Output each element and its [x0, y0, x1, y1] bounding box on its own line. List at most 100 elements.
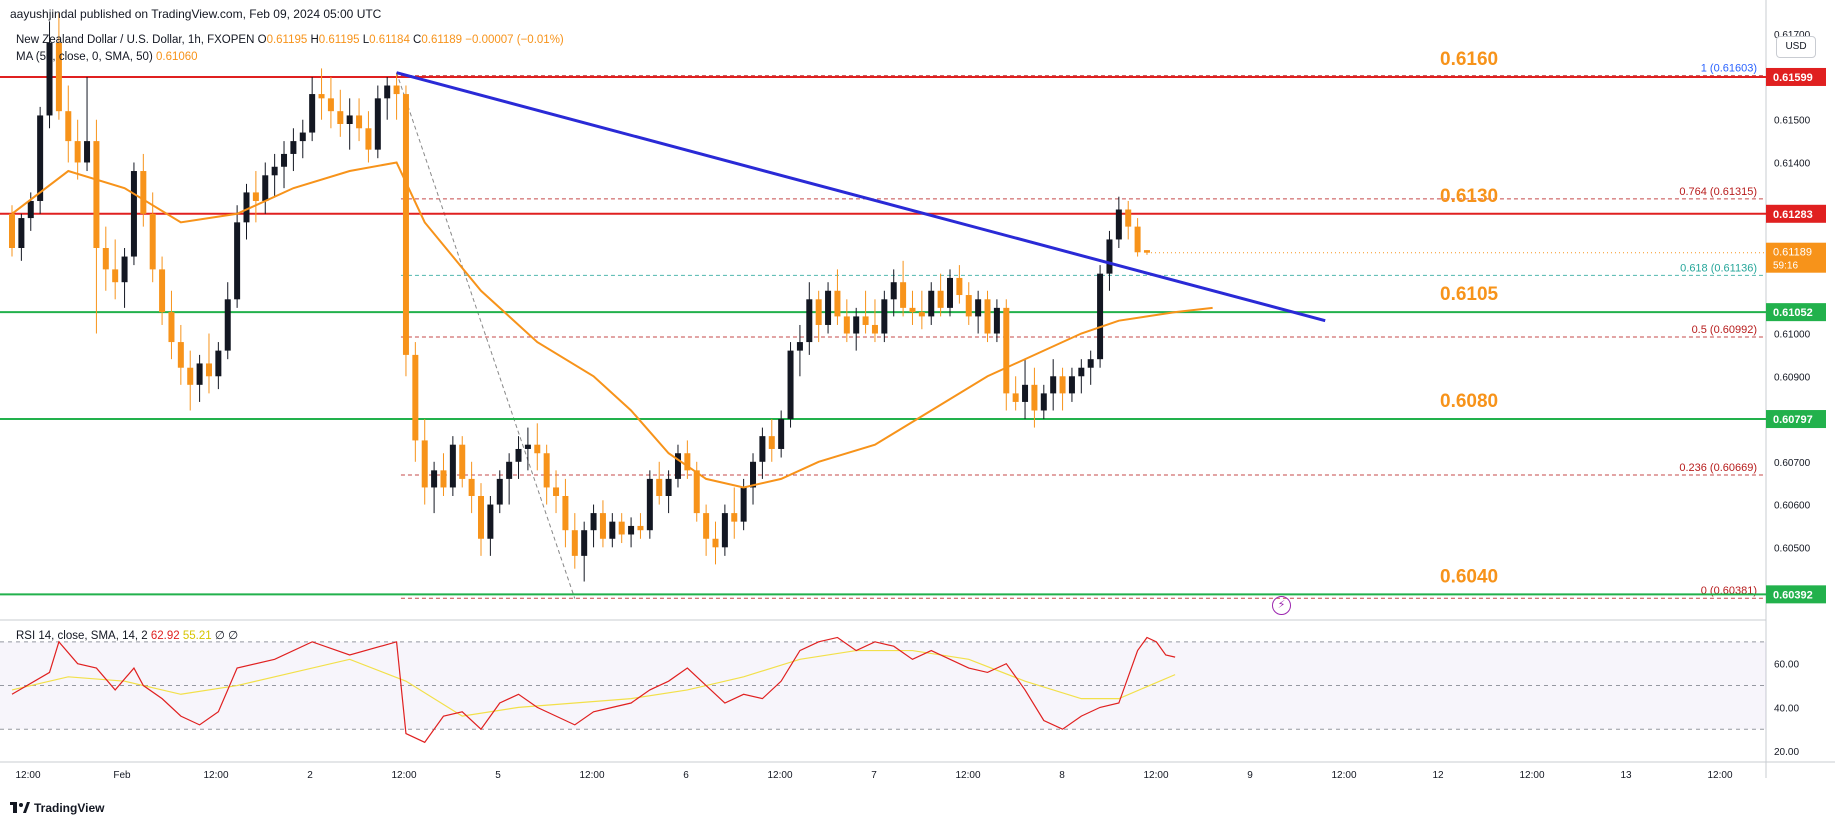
lightning-icon[interactable]: ⚡: [1272, 596, 1291, 615]
candle-body-65: [618, 521, 625, 535]
bearish-trendline: [396, 71, 1326, 323]
price-tick-1: 0.61500: [1774, 116, 1811, 127]
candle-body-36: [346, 115, 353, 124]
price-tag-label-2: 0.61052: [1773, 307, 1813, 319]
candle-body-17: [168, 312, 175, 343]
candle-body-52: [496, 478, 503, 505]
time-tick-14: 12:00: [1331, 770, 1356, 781]
candle-body-24: [234, 222, 241, 300]
price-tick-2: 0.61400: [1774, 158, 1811, 169]
trendline[interactable]: [396, 71, 1326, 323]
rsi-legend[interactable]: RSI 14, close, SMA, 14, 2 62.92 55.21 ∅ …: [16, 628, 238, 642]
candle-body-76: [721, 513, 728, 548]
price-tag-2: [1766, 303, 1826, 322]
price-tag-label-4: 0.60392: [1773, 589, 1813, 601]
candle-body-1: [18, 218, 25, 248]
candle-body-83: [787, 350, 794, 420]
candle-body-84: [796, 342, 803, 351]
time-tick-2: 12:00: [203, 770, 228, 781]
candle-body-107: [1012, 393, 1019, 402]
fib-level-label-0: 1 (0.61603): [1701, 63, 1757, 75]
candle-body-12: [121, 256, 128, 283]
candle-body-44: [421, 440, 428, 488]
symbol-legend[interactable]: New Zealand Dollar / U.S. Dollar, 1h, FX…: [16, 34, 564, 46]
fib-level-label-5: 0 (0.60381): [1701, 585, 1757, 597]
candle-body-29: [281, 153, 288, 167]
candle-body-42: [402, 94, 409, 355]
ma-legend[interactable]: MA (50, close, 0, SMA, 50) 0.61060: [16, 51, 198, 63]
candle-body-58: [553, 487, 560, 496]
candle-body-4: [46, 42, 53, 116]
publisher-line: aayushjindal published on TradingView.co…: [10, 7, 382, 21]
candle-body-14: [140, 171, 147, 214]
key-level-label-4: 0.6040: [1440, 566, 1498, 587]
candle-body-31: [299, 132, 306, 142]
key-level-label-2: 0.6105: [1440, 284, 1499, 305]
price-tick-0: 0.61700: [1774, 30, 1811, 41]
candle-body-0: [9, 213, 15, 248]
candle-body-62: [590, 513, 597, 531]
price-tag-3: [1766, 410, 1826, 429]
price-tick-4: 0.60900: [1774, 372, 1811, 383]
candle-body-112: [1059, 376, 1066, 394]
currency-button[interactable]: USD: [1776, 36, 1816, 58]
candle-body-71: [674, 453, 681, 479]
candlesticks: 0.61189 59:16: [9, 12, 1826, 582]
rsi-pane[interactable]: [0, 636, 1766, 744]
candle-body-43: [412, 354, 419, 441]
key-level-label-3: 0.6080: [1440, 391, 1498, 412]
axes[interactable]: 0.61700 0.61500 0.61400 0.61000 0.60900 0.607…: [15, 30, 1810, 781]
ma-value: 0.61060: [155, 51, 198, 63]
candle-body-117: [1106, 239, 1113, 274]
time-tick-15: 12: [1432, 770, 1444, 781]
price-tick-7: 0.60500: [1774, 543, 1811, 554]
candle-body-11: [112, 269, 119, 283]
tradingview-icon: [10, 802, 30, 813]
candle-body-63: [599, 513, 606, 539]
rsi-tick-0: 60.00: [1774, 660, 1799, 671]
candle-body-88: [834, 290, 841, 317]
candle-body-69: [656, 478, 663, 496]
candle-body-9: [93, 141, 100, 248]
candle-body-51: [487, 504, 494, 539]
rsi-extra: ∅ ∅: [214, 630, 239, 642]
ohlc-open-value: 0.61195: [266, 34, 308, 46]
candle-body-90: [853, 316, 860, 334]
key-level-label-0: 0.6160: [1440, 49, 1498, 70]
current-price-value: 0.61189: [1773, 247, 1812, 259]
candle-body-38: [365, 128, 372, 150]
time-tick-13: 9: [1247, 770, 1253, 781]
candle-body-93: [881, 299, 888, 334]
key-levels[interactable]: 0.6160 0.61599 0.6130 0.61283 0.6105 0.61052 0…: [0, 49, 1826, 604]
candle-body-2: [27, 200, 34, 219]
candle-body-34: [327, 98, 334, 112]
candle-body-26: [252, 192, 259, 201]
time-tick-17: 13: [1620, 770, 1632, 781]
tradingview-logo[interactable]: TradingView: [10, 801, 104, 815]
ohlc-open-label: O: [257, 34, 267, 46]
candle-body-21: [205, 363, 212, 377]
price-tick-6: 0.60600: [1774, 501, 1811, 512]
candle-body-64: [609, 521, 616, 539]
logo-text: TradingView: [34, 801, 105, 815]
time-tick-6: 12:00: [579, 770, 604, 781]
candle-body-105: [993, 307, 1000, 334]
rsi-tick-2: 20.00: [1774, 747, 1799, 758]
price-tag-label-1: 0.61283: [1773, 209, 1813, 221]
candle-body-39: [374, 98, 381, 150]
price-tag-label-3: 0.60797: [1773, 414, 1813, 426]
candle-body-67: [637, 525, 644, 531]
candle-body-25: [243, 192, 250, 223]
candle-body-18: [177, 342, 184, 368]
candle-body-99: [937, 290, 944, 308]
candle-body-77: [731, 513, 738, 522]
candle-body-73: [693, 470, 700, 514]
current-price-countdown: 59:16: [1773, 261, 1798, 272]
candle-body-74: [703, 513, 710, 539]
candle-body-54: [515, 448, 522, 462]
candle-body-30: [290, 141, 297, 154]
ohlc-change: −0.00007 (−0.01%): [465, 34, 564, 46]
